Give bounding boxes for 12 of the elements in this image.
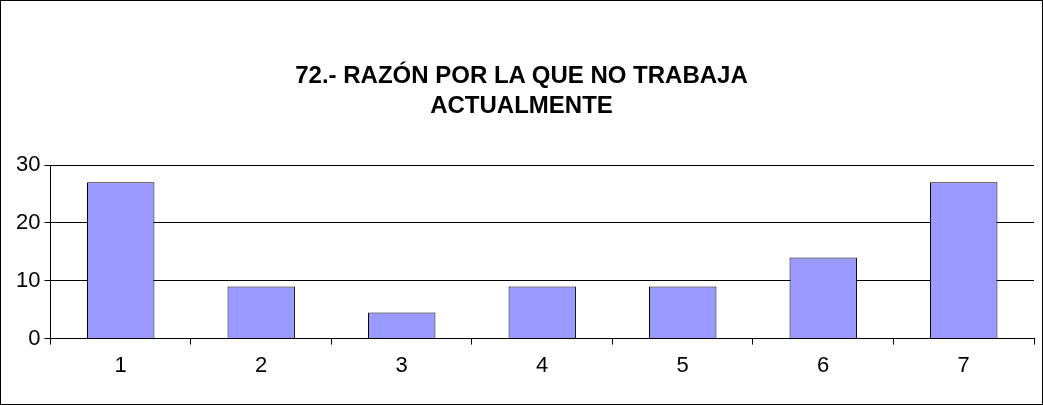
y-tick-label: 0 (28, 324, 41, 350)
y-tick-label: 10 (15, 266, 41, 292)
x-tick-label: 3 (395, 351, 408, 377)
x-tick-label: 4 (536, 351, 549, 377)
x-tick-label: 1 (114, 351, 127, 377)
x-tick-label: 6 (817, 351, 830, 377)
x-tick-label: 5 (676, 351, 689, 377)
x-tick-label: 7 (957, 351, 970, 377)
y-tick-label: 20 (15, 208, 41, 234)
chart-title: 72.- RAZÓN POR LA QUE NO TRABAJA ACTUALMENTE (294, 60, 749, 120)
x-tick-label: 2 (255, 351, 268, 377)
y-tick-label: 30 (15, 151, 41, 177)
